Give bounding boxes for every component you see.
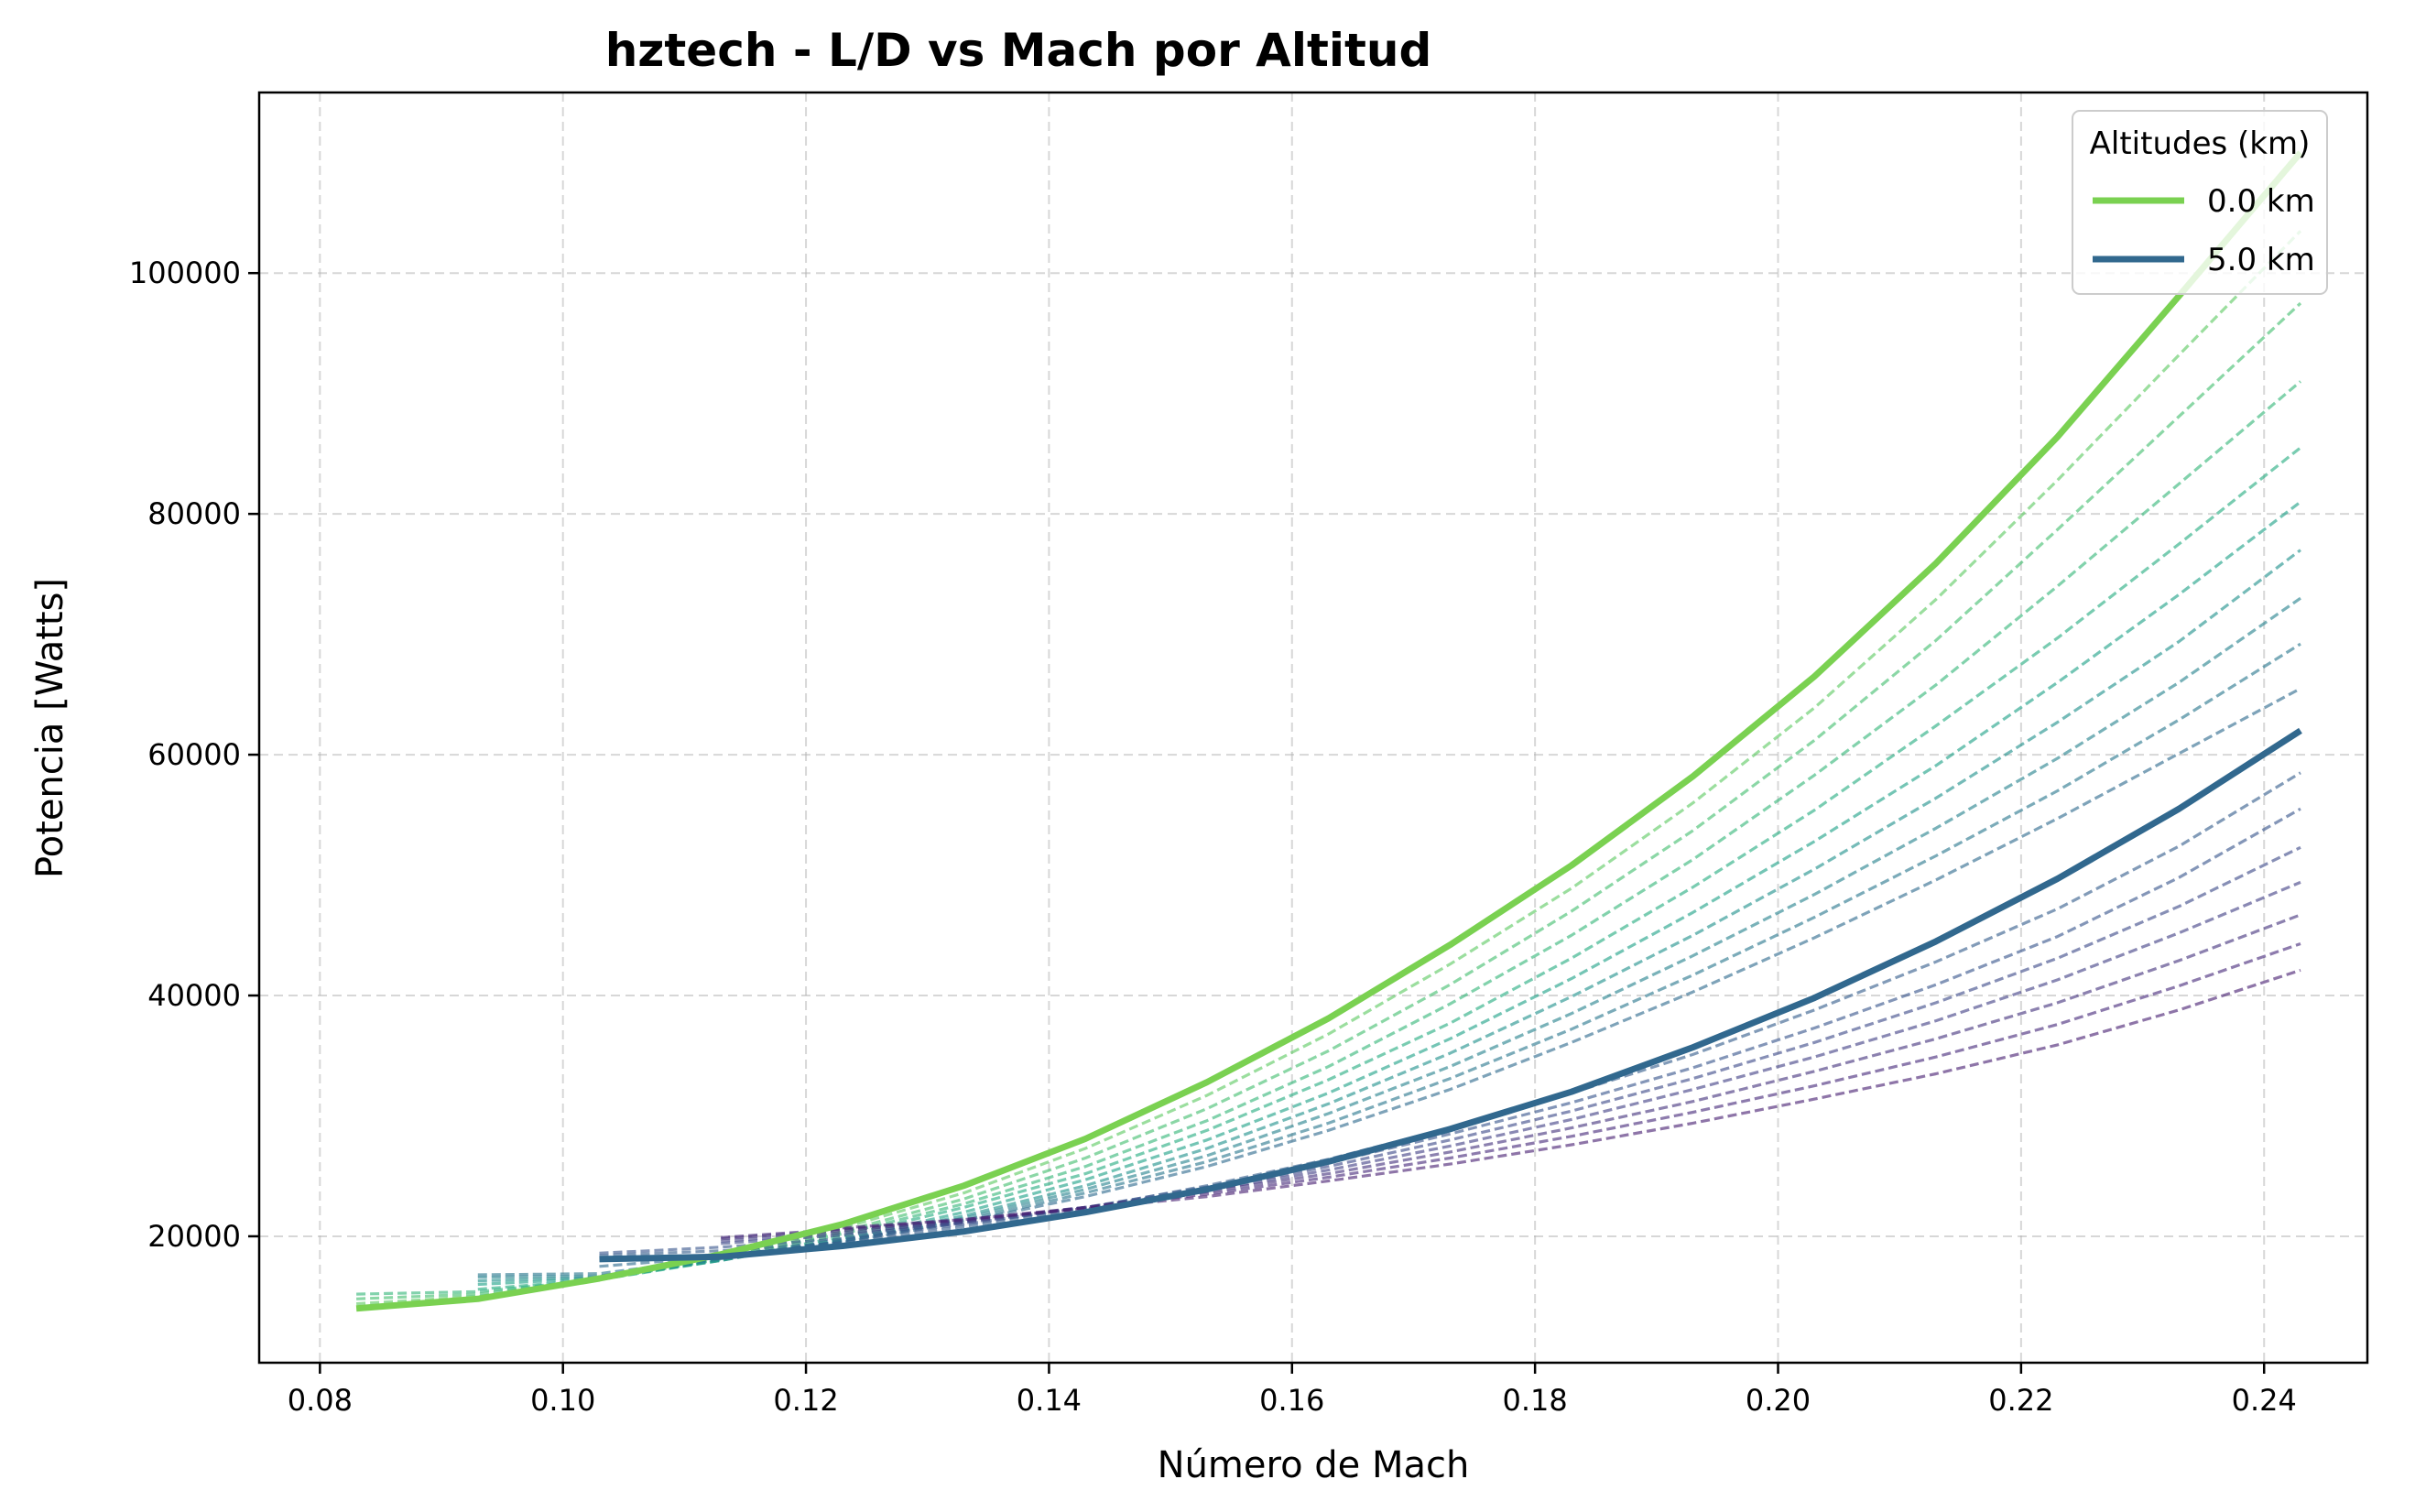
plot-frame bbox=[257, 91, 2369, 1365]
x-tick-label: 0.18 bbox=[1503, 1383, 1568, 1418]
y-tick-label: 80000 bbox=[147, 496, 241, 531]
x-tick-label: 0.16 bbox=[1259, 1383, 1324, 1418]
y-tick-label: 60000 bbox=[147, 737, 241, 772]
grid bbox=[259, 92, 2367, 1363]
x-tick-label: 0.14 bbox=[1017, 1383, 1082, 1418]
series-line-dashed bbox=[842, 968, 2301, 1230]
y-tick-label: 40000 bbox=[147, 978, 241, 1013]
series-line-dashed bbox=[599, 807, 2301, 1255]
legend-label-1: 5.0 km bbox=[2207, 242, 2315, 278]
series-line-solid bbox=[355, 150, 2303, 1312]
x-tick-label: 0.08 bbox=[288, 1383, 353, 1418]
legend-title: Altitudes (km) bbox=[2090, 125, 2311, 162]
legend: Altitudes (km) 0.0 km 5.0 km bbox=[2072, 110, 2328, 295]
series-line-solid bbox=[599, 727, 2302, 1263]
series-line-dashed bbox=[356, 230, 2302, 1306]
x-axis: 0.08 0.10 0.12 0.14 0.16 0.18 0.20 0.22 0.24 bbox=[288, 1363, 2297, 1418]
x-tick-label: 0.20 bbox=[1746, 1383, 1811, 1418]
series-layer bbox=[355, 150, 2303, 1312]
legend-box bbox=[2072, 110, 2328, 295]
x-tick-label: 0.24 bbox=[2232, 1383, 2297, 1418]
x-tick-label: 0.12 bbox=[773, 1383, 838, 1418]
y-axis-label: Potencia [Watts] bbox=[29, 578, 71, 878]
x-tick-label: 0.22 bbox=[1988, 1383, 2053, 1418]
y-axis: 20000 40000 60000 80000 100000 bbox=[129, 256, 259, 1254]
chart-title: hztech - L/D vs Mach por Altitud bbox=[605, 24, 1432, 77]
y-tick-label: 20000 bbox=[147, 1219, 241, 1254]
series-line-dashed bbox=[599, 687, 2301, 1268]
x-axis-label: Número de Mach bbox=[1158, 1444, 1470, 1486]
y-tick-label: 100000 bbox=[129, 256, 241, 290]
series-line-dashed bbox=[356, 380, 2302, 1296]
legend-label-0: 0.0 km bbox=[2207, 183, 2315, 220]
x-tick-label: 0.10 bbox=[530, 1383, 595, 1418]
series-line-dashed bbox=[599, 771, 2301, 1257]
series-line-dashed bbox=[356, 301, 2302, 1300]
